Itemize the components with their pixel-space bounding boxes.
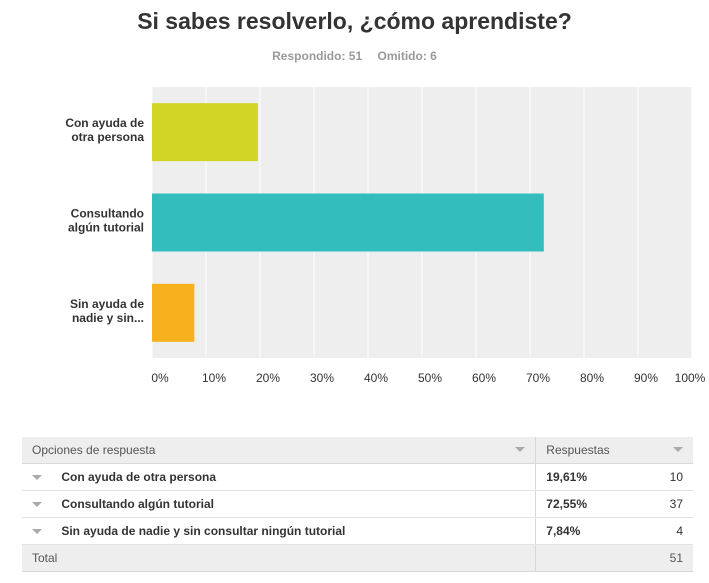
total-count: 51 <box>635 544 693 572</box>
bar <box>152 103 258 162</box>
bar <box>152 283 195 342</box>
row-percent: 7,84% <box>535 517 636 545</box>
bar-chart: 0% 10% 20% 30% 40% 50% 60% 70% 80% 90% 100% Con ayu… <box>65 87 706 385</box>
bar <box>152 193 544 252</box>
row-option: Sin ayuda de nadie y sin consultar ningú… <box>22 517 537 545</box>
row-option: Consultando algún tutorial <box>22 490 537 518</box>
table-row: Con ayuda de otra persona 19,61% 10 <box>22 463 693 491</box>
x-tick-label: 30% <box>310 371 334 385</box>
header-responses[interactable]: Respuestas <box>535 437 693 464</box>
sort-caret-icon[interactable] <box>515 447 526 452</box>
table-row: Sin ayuda de nadie y sin consultar ningú… <box>22 517 693 545</box>
row-count: 4 <box>635 517 693 545</box>
x-tick-label: 90% <box>634 371 658 385</box>
total-spacer <box>535 544 636 572</box>
response-stats: Respondido: 51 Omitido: 6 <box>0 49 709 63</box>
sort-caret-icon[interactable] <box>673 447 683 452</box>
row-count: 37 <box>635 490 693 518</box>
responses-table: Opciones de respuesta Respuestas Con ayu… <box>22 437 693 572</box>
row-option: Con ayuda de otra persona <box>22 463 537 491</box>
row-count: 10 <box>635 463 693 491</box>
x-tick-label: 60% <box>472 371 496 385</box>
x-tick-label: 20% <box>256 371 280 385</box>
expand-caret-icon[interactable] <box>32 502 42 508</box>
header-options-label: Opciones de respuesta <box>32 443 156 457</box>
expand-caret-icon[interactable] <box>32 529 42 535</box>
answered-count: Respondido: 51 <box>272 49 363 63</box>
table-header: Opciones de respuesta Respuestas <box>22 437 693 464</box>
x-tick-label: 10% <box>202 371 226 385</box>
row-percent: 19,61% <box>535 463 636 491</box>
y-category-label: Sin ayuda de nadie y sin... <box>70 297 144 325</box>
row-option-label: Consultando algún tutorial <box>61 497 214 511</box>
x-tick-label: 40% <box>364 371 388 385</box>
total-label: Total <box>22 544 537 572</box>
x-tick-label: 80% <box>580 371 604 385</box>
skipped-count: Omitido: 6 <box>377 49 437 63</box>
row-percent: 72,55% <box>535 490 636 518</box>
y-category-label: Consultando algún tutorial <box>68 207 144 235</box>
x-tick-label: 100% <box>675 371 706 385</box>
row-option-label: Sin ayuda de nadie y sin consultar ningú… <box>61 524 346 538</box>
y-category-label: Con ayuda de otra persona <box>65 116 144 144</box>
table-row: Consultando algún tutorial 72,55% 37 <box>22 490 693 518</box>
row-option-label: Con ayuda de otra persona <box>61 470 217 484</box>
x-tick-label: 0% <box>151 371 169 385</box>
x-tick-label: 50% <box>418 371 442 385</box>
chart-title: Si sabes resolverlo, ¿cómo aprendiste? <box>137 8 572 34</box>
x-tick-label: 70% <box>526 371 550 385</box>
header-options[interactable]: Opciones de respuesta <box>22 437 537 464</box>
table-total-row: Total 51 <box>22 544 693 572</box>
header-responses-label: Respuestas <box>546 443 610 457</box>
expand-caret-icon[interactable] <box>32 475 42 481</box>
